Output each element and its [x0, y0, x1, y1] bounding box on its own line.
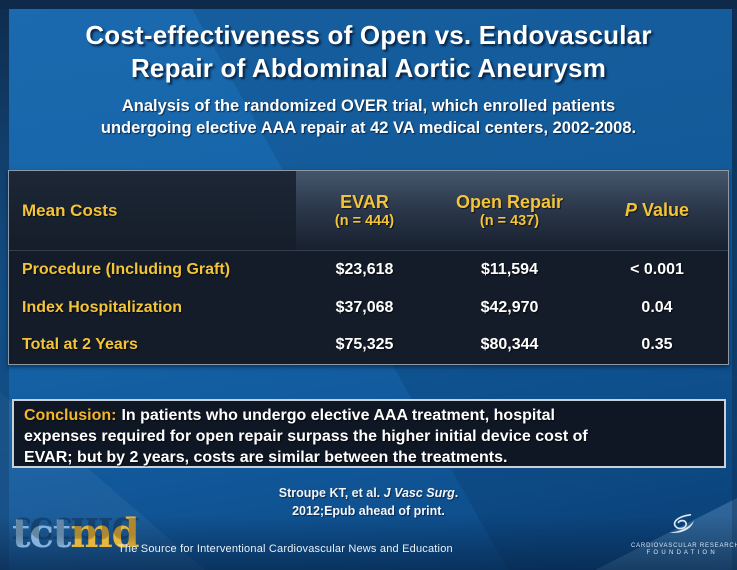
- table-header-mean-costs: Mean Costs: [9, 171, 296, 250]
- subtitle-line-2: undergoing elective AAA repair at 42 VA …: [100, 119, 637, 137]
- evar-value: $37,068: [335, 298, 394, 316]
- table-row: Index Hospitalization $37,068 $42,970 0.…: [9, 289, 728, 327]
- crf-swoosh-icon: [669, 513, 694, 533]
- footer-tagline: The Source for Interventional Cardiovasc…: [118, 543, 453, 555]
- citation-line-2: 2012;Epub ahead of print.: [292, 503, 445, 518]
- evar-column-title: EVAR: [340, 191, 389, 212]
- title-line-1: Cost-effectiveness of Open vs. Endovascu…: [85, 20, 652, 50]
- open-repair-value: $11,594: [481, 260, 538, 278]
- subtitle-line-1: Analysis of the randomized OVER trial, w…: [121, 97, 616, 115]
- conclusion-line-3: EVAR; but by 2 years, costs are similar …: [24, 449, 508, 466]
- table-body: Procedure (Including Graft) $23,618 $11,…: [9, 250, 728, 364]
- row-label: Procedure (Including Graft): [22, 260, 231, 278]
- evar-value: $75,325: [335, 336, 394, 354]
- p-value-column-title: P Value: [624, 200, 690, 220]
- crf-name-line-2: F O U N D A T I O N: [646, 550, 716, 556]
- open-repair-column-title: Open Repair: [455, 191, 564, 212]
- slide-top-border: [0, 0, 737, 9]
- slide-bottom-shade: [0, 515, 737, 570]
- conclusion-box: Conclusion: In patients who undergo elect…: [12, 399, 726, 468]
- evar-value: $23,618: [335, 260, 394, 278]
- p-value: 0.35: [641, 336, 673, 354]
- open-repair-value: $42,970: [480, 298, 539, 316]
- crf-name-line-1: CARDIOVASCULAR RESEARCH: [631, 543, 737, 549]
- tctmd-logo: tctmd: [12, 510, 140, 557]
- table-row: Total at 2 Years $75,325 $80,344 0.35: [9, 326, 728, 364]
- evar-column-n: (n = 444): [334, 212, 395, 229]
- conclusion-line-2: expenses required for open repair surpas…: [24, 428, 588, 445]
- row-label: Index Hospitalization: [22, 298, 183, 316]
- open-repair-column-n: (n = 437): [479, 212, 540, 229]
- slide-right-border: [732, 9, 737, 570]
- mean-costs-label: Mean Costs: [22, 200, 118, 220]
- table-header-row: Mean Costs EVAR (n = 444) Open Repair (n…: [9, 171, 728, 250]
- title-line-2: Repair of Abdominal Aortic Aneurysm: [130, 53, 607, 83]
- slide-subtitle: Analysis of the randomized OVER trial, w…: [0, 95, 737, 139]
- conclusion-line-1: Conclusion: In patients who undergo elect…: [24, 407, 555, 424]
- p-value: 0.04: [641, 298, 673, 316]
- citation-line-1: Stroupe KT, et al. J Vasc Surg.: [278, 486, 459, 500]
- table-header-p-value: P Value: [586, 171, 728, 250]
- mean-costs-table: Mean Costs EVAR (n = 444) Open Repair (n…: [8, 170, 729, 365]
- table-header-evar: EVAR (n = 444): [296, 171, 433, 250]
- crf-logo: CARDIOVASCULAR RESEARCH F O U N D A T I …: [631, 512, 737, 557]
- slide-left-border: [0, 9, 9, 570]
- p-value: < 0.001: [630, 260, 684, 278]
- conclusion-label: Conclusion:: [24, 407, 117, 424]
- journal-name: J Vasc Surg: [383, 486, 455, 500]
- citation: Stroupe KT, et al. J Vasc Surg. 2012;Epu…: [0, 485, 737, 520]
- row-label: Total at 2 Years: [22, 336, 138, 354]
- page-title: Cost-effectiveness of Open vs. Endovascu…: [0, 19, 737, 85]
- table-header-open-repair: Open Repair (n = 437): [433, 171, 586, 250]
- table-row: Procedure (Including Graft) $23,618 $11,…: [9, 251, 728, 289]
- open-repair-value: $80,344: [480, 336, 539, 354]
